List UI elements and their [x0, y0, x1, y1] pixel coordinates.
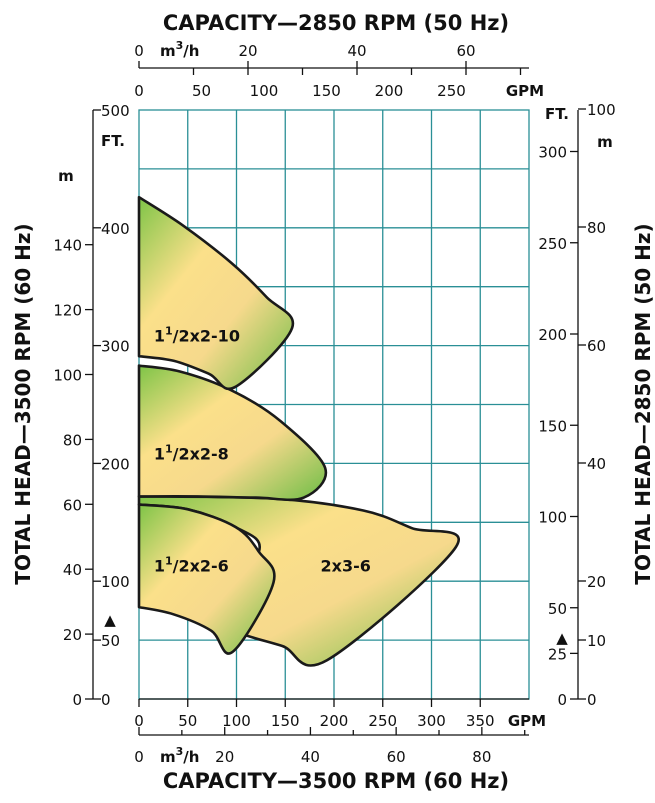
top-gpm-tick-label: 100	[250, 82, 279, 100]
left-m-tick-label: 140	[53, 237, 82, 255]
top-m3h-tick-label: 60	[456, 42, 475, 60]
left-ft-tick-label: 50	[101, 632, 120, 650]
top-gpm-tick-label: 50	[192, 82, 211, 100]
bottom-m3h-tick-label: 40	[301, 748, 320, 766]
bottom-gpm-tick-label: 150	[271, 712, 300, 730]
right-m-tick-label: 10	[587, 632, 606, 650]
top-gpm-tick-label: 250	[437, 82, 466, 100]
left-axis-title: TOTAL HEAD—3500 RPM (60 Hz)	[11, 223, 35, 584]
right-ft-tick-label: 25	[548, 645, 567, 663]
bottom-m3h-tick-label: 80	[472, 748, 491, 766]
bottom-gpm-tick-label: 100	[222, 712, 251, 730]
bottom-gpm-tick-label: 0	[134, 712, 144, 730]
bottom-m3h-unit: m3/h	[160, 745, 199, 766]
left-m-tick-label: 0	[72, 691, 82, 709]
region-1-2x2-8	[137, 364, 328, 502]
left-ft-tick-label: 0	[101, 691, 111, 709]
left-ft-tick-label: 400	[101, 220, 130, 238]
right-m-tick-label: 20	[587, 573, 606, 591]
bottom-gpm-tick-label: 50	[178, 712, 197, 730]
right-m-tick-label: 80	[587, 219, 606, 237]
top-gpm-tick-label: 150	[312, 82, 341, 100]
right-ft-tick-label: 100	[538, 509, 567, 527]
left-ft-tick-label: 100	[101, 573, 130, 591]
top-gpm-unit: GPM	[506, 82, 544, 100]
top-m3h-tick-label: 40	[347, 42, 366, 60]
bottom-gpm-tick-label: 250	[368, 712, 397, 730]
bottom-gpm-tick-label: 350	[466, 712, 495, 730]
top-gpm-tick-label: 200	[375, 82, 404, 100]
left-ft-tick-label: 500	[101, 102, 130, 120]
left-m-tick-label: 120	[53, 302, 82, 320]
right-ft-tick-label: 50	[548, 600, 567, 618]
region-1-2x2-10	[137, 195, 295, 390]
bottom-gpm-tick-label: 200	[320, 712, 349, 730]
right-m-tick-label: 40	[587, 455, 606, 473]
top-axis-title: CAPACITY—2850 RPM (50 Hz)	[163, 11, 509, 35]
right-ft-tick-label: 300	[538, 144, 567, 162]
right-axis-title: TOTAL HEAD—2850 RPM (50 Hz)	[631, 223, 655, 584]
region-label: 11/2x2-10	[154, 325, 240, 346]
region-label: 2x3-6	[321, 556, 371, 575]
right-ft-unit: FT.	[545, 105, 569, 123]
bottom-gpm-unit: GPM	[508, 712, 546, 730]
left-ft-unit: FT.	[101, 132, 125, 150]
left-m-tick-label: 60	[63, 496, 82, 514]
left-ft-tick-label: 300	[101, 338, 130, 356]
bottom-gpm-tick-label: 300	[417, 712, 446, 730]
right-ft-tick-label: 200	[538, 326, 567, 344]
right-m-tick-label: 60	[587, 337, 606, 355]
left-m-tick-label: 100	[53, 367, 82, 385]
left-m-tick-label: 40	[63, 561, 82, 579]
right-marker-icon: ▲	[556, 629, 568, 647]
right-ft-tick-label: 250	[538, 235, 567, 253]
right-ft-tick-label: 150	[538, 417, 567, 435]
right-m-tick-label: 100	[587, 101, 616, 119]
bottom-axis-title: CAPACITY—3500 RPM (60 Hz)	[163, 769, 509, 793]
right-ft-tick-label: 0	[557, 691, 567, 709]
left-m-tick-label: 20	[63, 626, 82, 644]
region-1-2x2-6	[137, 503, 276, 655]
top-m3h-tick-label: 0	[134, 42, 144, 60]
region-label: 11/2x2-8	[154, 442, 229, 463]
top-m3h-tick-label: 20	[238, 42, 257, 60]
right-m-unit: m	[597, 133, 613, 151]
left-m-tick-label: 80	[63, 431, 82, 449]
right-m-tick-label: 0	[587, 691, 597, 709]
bottom-m3h-tick-label: 0	[134, 748, 144, 766]
pump-regions: 11/2x2-10 11/2x2-8 11/2x2-6 2x3-6	[137, 195, 460, 667]
top-m3h-unit: m3/h	[160, 39, 199, 60]
bottom-m3h-tick-label: 20	[215, 748, 234, 766]
left-ft-tick-label: 200	[101, 455, 130, 473]
top-gpm-tick-label: 0	[134, 82, 144, 100]
left-m-unit: m	[58, 167, 74, 185]
region-label: 11/2x2-6	[154, 554, 229, 575]
left-marker-icon: ▲	[104, 611, 116, 629]
bottom-m3h-tick-label: 60	[387, 748, 406, 766]
